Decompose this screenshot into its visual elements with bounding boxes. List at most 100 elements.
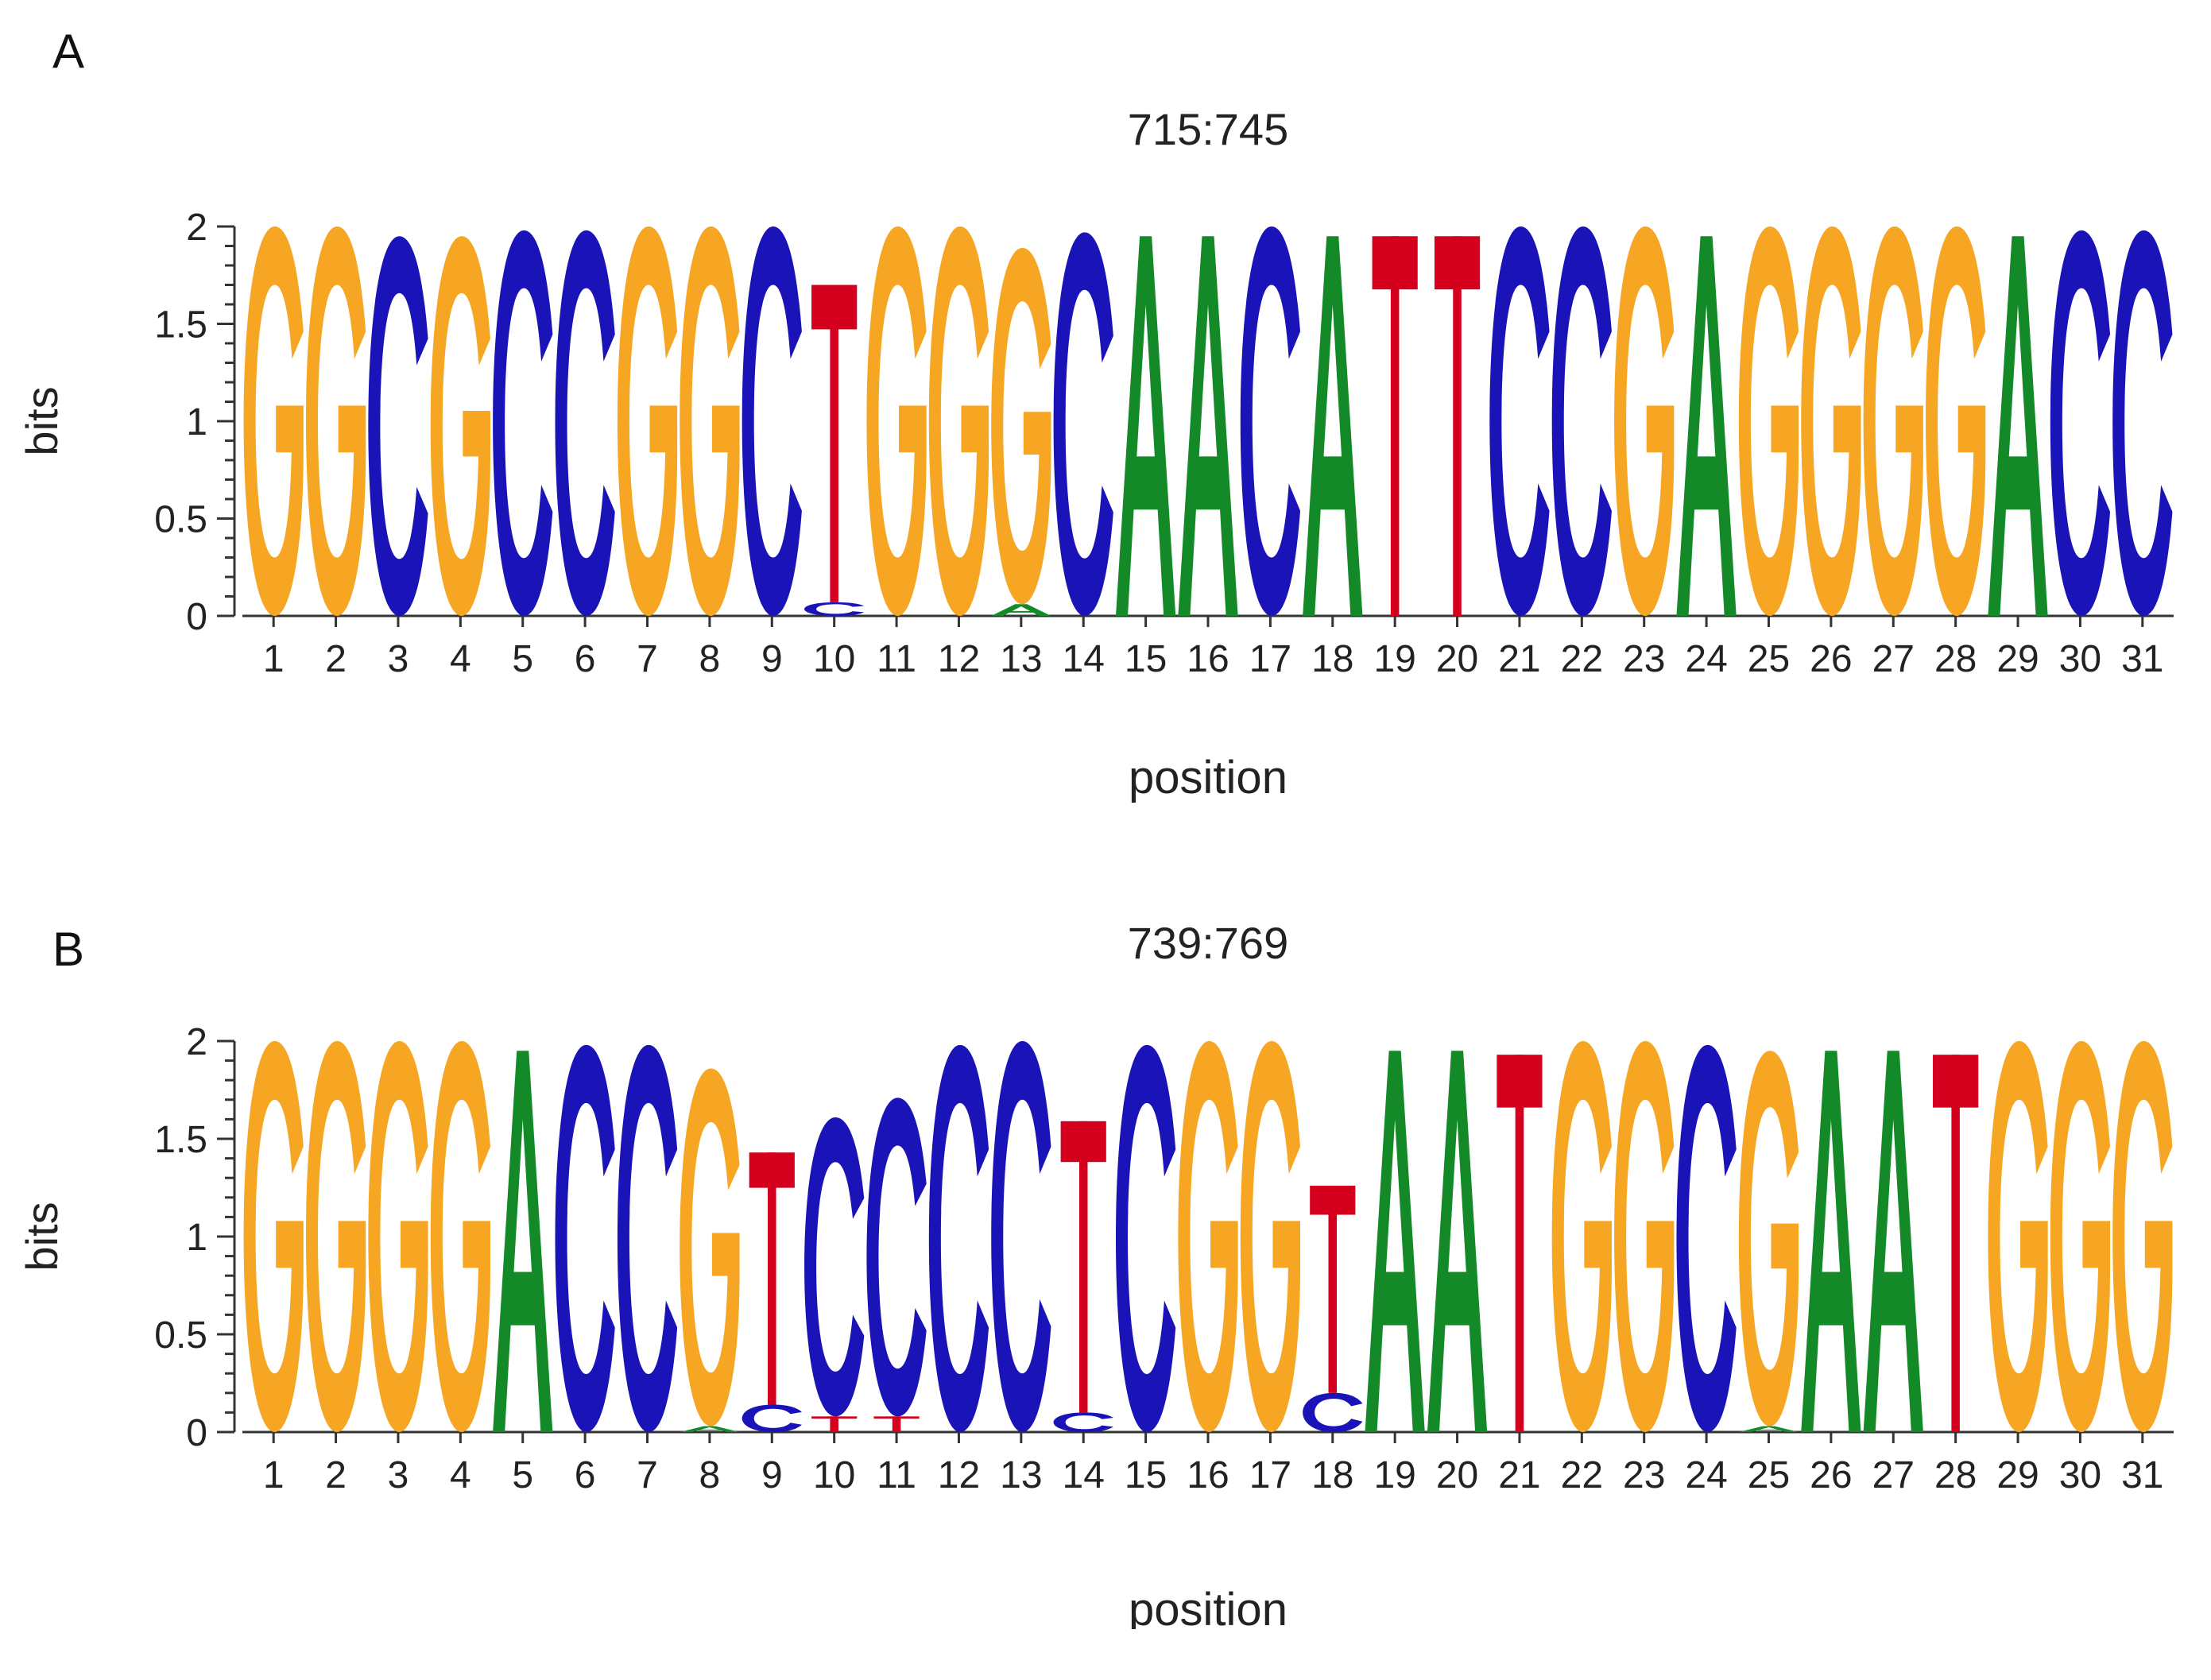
logo-column — [1738, 226, 1799, 616]
logo-letter-g — [680, 1068, 740, 1426]
x-tick-label: 15 — [1125, 1454, 1167, 1496]
logo-column — [1676, 1044, 1737, 1432]
logo-column — [1115, 1044, 1176, 1432]
logo-column — [1926, 226, 1986, 616]
logo-column — [1053, 232, 1113, 616]
x-tick-label: 25 — [1748, 638, 1790, 680]
logo-column — [617, 226, 678, 616]
logo-letter-g — [1738, 1051, 1799, 1426]
x-tick-label: 5 — [512, 638, 533, 680]
logo-column — [1863, 1051, 1923, 1432]
logo-letter-g — [1614, 1041, 1675, 1432]
x-tick-label: 26 — [1810, 1454, 1852, 1496]
x-tick-label: 25 — [1748, 1454, 1790, 1496]
x-tick-label: 7 — [637, 1454, 658, 1496]
x-tick-label: 1 — [263, 1454, 285, 1496]
logo-letter-a — [991, 604, 1051, 616]
logo-column — [430, 236, 490, 616]
logo-column — [2050, 1041, 2111, 1432]
x-tick-label: 27 — [1872, 638, 1915, 680]
x-tick-label: 20 — [1436, 1454, 1478, 1496]
logo-column — [804, 285, 865, 616]
logo-column — [680, 226, 740, 616]
logo-column — [305, 226, 366, 616]
logo-letter-a — [680, 1426, 740, 1432]
logo-letter-c — [2112, 230, 2173, 616]
logo-letter-c — [866, 1097, 927, 1417]
x-tick-label: 30 — [2059, 1454, 2101, 1496]
logo-columns — [243, 226, 2173, 616]
x-tick-label: 10 — [813, 1454, 855, 1496]
logo-column — [928, 1044, 989, 1432]
logo-column — [368, 1041, 428, 1432]
logo-letter-t — [1434, 236, 1481, 616]
logo-column — [1738, 1051, 1799, 1432]
x-axis: 1 2 3 4 5 6 7 8 9 10 11 12 13 14 15 16 17 18 19 20 21 22 23 24 2… — [242, 614, 2174, 803]
x-tick-label: 27 — [1872, 1454, 1915, 1496]
x-tick-label: 10 — [813, 638, 855, 680]
logo-letter-g — [305, 1041, 366, 1432]
y-tick-label: 0.5 — [154, 499, 207, 541]
logo-columns — [243, 1041, 2173, 1432]
logo-column — [368, 236, 428, 616]
y-tick-label: 0.5 — [154, 1314, 207, 1357]
y-tick-label: 1 — [186, 1217, 207, 1259]
logo-letter-c — [1489, 226, 1550, 616]
x-tick-label: 11 — [877, 1454, 916, 1496]
logo-letter-c — [368, 236, 428, 616]
logo-letter-g — [1863, 226, 1923, 616]
logo-column — [1801, 226, 1861, 616]
logo-column — [2112, 1041, 2173, 1432]
logo-column — [1178, 1041, 1238, 1432]
x-tick-label: 24 — [1685, 638, 1727, 680]
logo-letter-g — [1738, 226, 1799, 616]
logo-column — [866, 1097, 927, 1432]
x-tick-label: 9 — [761, 1454, 783, 1496]
logo-letter-a — [1676, 236, 1737, 616]
logo-column — [430, 1041, 490, 1432]
x-tick-label: 4 — [450, 638, 471, 680]
logo-letter-g — [928, 226, 989, 616]
logo-letter-g — [1240, 1041, 1301, 1432]
logo-panel-b: B 739:769 0 0.5 1 1.5 2 bits 1 2 3 4 5 6 7 8 9 10 11 12 13 1… — [0, 819, 2211, 1629]
x-tick-label: 23 — [1623, 638, 1665, 680]
logo-column — [1372, 236, 1418, 616]
x-tick-label: 29 — [1996, 638, 2039, 680]
logo-column — [991, 247, 1051, 616]
logo-letter-g — [1551, 1041, 1612, 1432]
logo-column — [1497, 1055, 1543, 1432]
logo-letter-g — [430, 236, 490, 616]
logo-letter-t — [1933, 1055, 1979, 1432]
y-tick-label: 1.5 — [154, 304, 207, 346]
logo-column — [1676, 236, 1737, 616]
logo-letter-g — [866, 226, 927, 616]
x-tick-label: 30 — [2059, 638, 2101, 680]
x-tick-label: 4 — [450, 1454, 471, 1496]
logo-letter-c — [1053, 232, 1113, 616]
logo-column — [1988, 236, 2048, 616]
logo-letter-t — [1372, 236, 1418, 616]
logo-column — [1427, 1051, 1488, 1432]
y-axis: 0 0.5 1 1.5 2 bits — [17, 207, 236, 638]
logo-column — [1053, 1121, 1113, 1432]
logo-column — [305, 1041, 366, 1432]
logo-column — [991, 1041, 1051, 1432]
logo-column — [1988, 1041, 2048, 1432]
logo-column — [804, 1117, 865, 1432]
panel-label: A — [52, 25, 85, 78]
x-tick-label: 22 — [1561, 1454, 1603, 1496]
x-tick-label: 16 — [1187, 638, 1229, 680]
x-tick-label: 11 — [877, 638, 916, 680]
panel-label: B — [52, 923, 85, 976]
logo-letter-c — [555, 230, 615, 616]
logo-column — [1489, 226, 1550, 616]
y-tick-label: 0 — [186, 1412, 207, 1454]
logo-letter-g — [368, 1041, 428, 1432]
logo-letter-g — [1926, 226, 1986, 616]
logo-letter-a — [1738, 1426, 1799, 1432]
logo-letter-g — [243, 226, 304, 616]
y-axis-label: bits — [17, 1202, 67, 1271]
logo-panel-a: A 715:745 0 0.5 1 1.5 2 bits 1 2 3 4 5 6 7 8 9 10 11 12 13 1… — [0, 0, 2211, 811]
logo-letter-a — [1863, 1051, 1923, 1432]
x-tick-label: 12 — [938, 1454, 980, 1496]
